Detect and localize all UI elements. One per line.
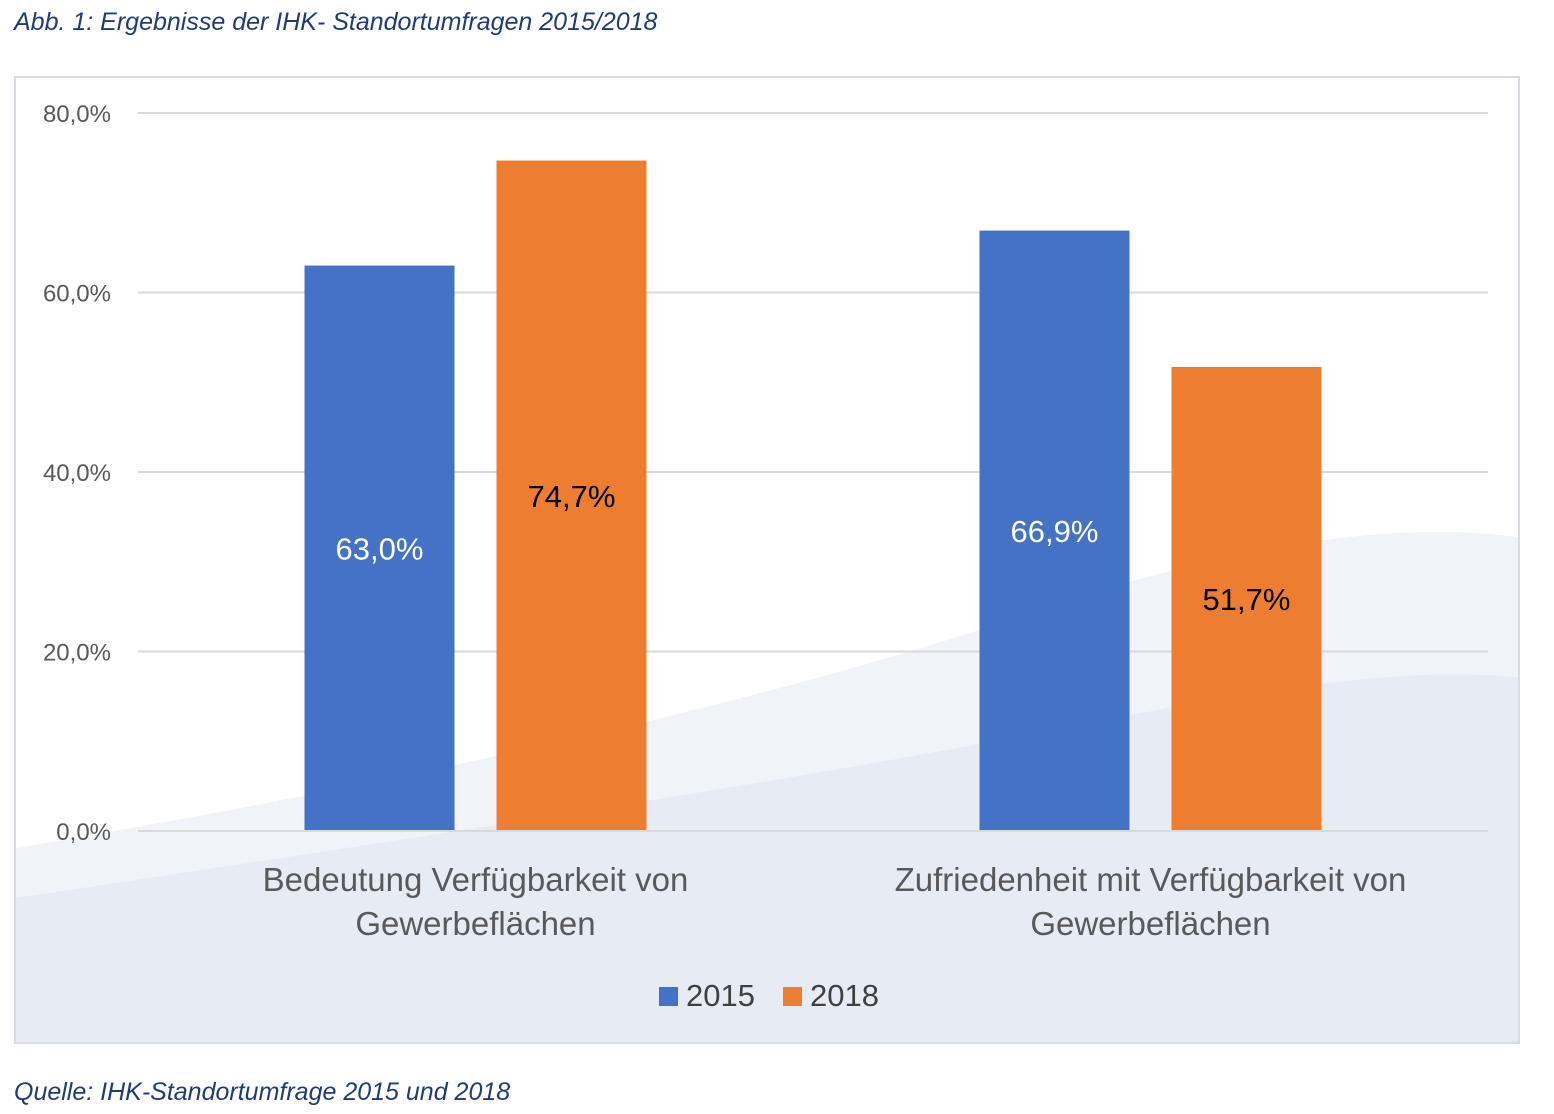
- x-category-label-line: Gewerbeflächen: [1030, 905, 1271, 942]
- legend: 2015 2018: [16, 978, 1518, 1014]
- source-caption: Quelle: IHK-Standortumfrage 2015 und 201…: [14, 1078, 511, 1106]
- legend-item-2018: 2018: [783, 978, 879, 1014]
- bar: [304, 265, 455, 831]
- background-wave: [16, 531, 1518, 1042]
- x-category-label: Zufriedenheit mit Verfügbarkeit von Gewer…: [851, 858, 1451, 946]
- y-tick-label: 20,0%: [43, 640, 111, 667]
- y-tick-label: 40,0%: [43, 460, 111, 487]
- legend-label-2018: 2018: [810, 978, 879, 1013]
- legend-item-2015: 2015: [659, 978, 755, 1014]
- legend-swatch-2015: [659, 986, 679, 1006]
- y-tick-label: 60,0%: [43, 281, 111, 308]
- figure-caption: Abb. 1: Ergebnisse der IHK- Standortumfr…: [14, 8, 658, 36]
- y-tick-label: 0,0%: [56, 819, 111, 846]
- data-label: 51,7%: [1203, 582, 1291, 617]
- bar: [1171, 366, 1322, 831]
- chart-frame: 0,0% 20,0% 40,0% 60,0% 80,0% 63,0% 74,7% 66,9% 5…: [14, 76, 1520, 1044]
- data-label: 66,9%: [1011, 514, 1099, 549]
- x-category-label-line: Zufriedenheit mit Verfügbarkeit von: [894, 861, 1407, 898]
- bar: [979, 230, 1130, 831]
- bar: [496, 160, 647, 831]
- data-label: 63,0%: [336, 531, 424, 566]
- x-category-label-line: Bedeutung Verfügbarkeit von: [262, 861, 689, 898]
- legend-label-2015: 2015: [686, 978, 755, 1013]
- legend-swatch-2018: [783, 986, 802, 1006]
- data-label: 74,7%: [528, 479, 616, 514]
- bar-chart: 0,0% 20,0% 40,0% 60,0% 80,0% 63,0% 74,7% 66,9% 5…: [43, 101, 1488, 846]
- x-category-label-line: Gewerbeflächen: [355, 905, 596, 942]
- y-tick-label: 80,0%: [43, 101, 111, 128]
- x-category-label: Bedeutung Verfügbarkeit von Gewerbefläche…: [176, 858, 776, 946]
